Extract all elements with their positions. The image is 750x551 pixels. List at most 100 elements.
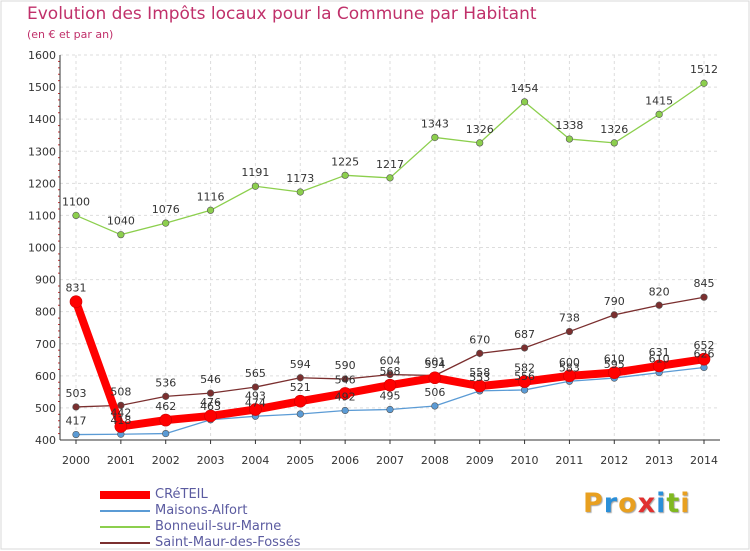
data-label: 476 [200, 396, 221, 409]
y-tick-label: 1200 [28, 177, 56, 190]
data-label: 1326 [600, 123, 628, 136]
data-label: 1512 [690, 63, 718, 76]
y-tick-label: 1400 [28, 113, 56, 126]
data-label: 1225 [331, 155, 359, 168]
data-label: 503 [66, 387, 87, 400]
chart-title: Evolution des Impôts locaux pour la Comm… [27, 4, 537, 24]
chart-subtitle: (en € et par an) [27, 28, 114, 41]
data-label: 631 [649, 346, 670, 359]
data-label: 1076 [152, 203, 180, 216]
data-point [72, 403, 80, 411]
data-label: 582 [514, 362, 535, 375]
logo-letter: i [680, 488, 691, 519]
data-label: 495 [380, 390, 401, 403]
data-label: 1326 [466, 123, 494, 136]
logo-letter: P [583, 488, 604, 519]
data-label: 474 [245, 396, 266, 409]
data-label: 1338 [555, 119, 583, 132]
data-point [114, 420, 128, 433]
x-tick-label: 2007 [376, 454, 404, 467]
data-point [296, 374, 304, 382]
data-point [607, 366, 621, 379]
y-tick-label: 1500 [28, 81, 56, 94]
x-tick-label: 2011 [555, 454, 583, 467]
data-label: 601 [424, 356, 445, 369]
data-point [655, 301, 663, 309]
y-tick-label: 1600 [28, 49, 56, 62]
legend-swatch [100, 510, 150, 512]
data-label: 610 [649, 353, 670, 366]
data-point [520, 344, 529, 352]
data-label: 1100 [62, 195, 90, 208]
data-label: 506 [424, 386, 445, 399]
data-point [386, 370, 394, 379]
data-point [563, 369, 576, 383]
legend-swatch [100, 526, 150, 528]
data-point [386, 405, 394, 414]
data-label: 594 [424, 358, 445, 371]
data-point [565, 135, 574, 143]
data-point [206, 389, 215, 397]
data-point [69, 295, 83, 309]
data-label: 558 [469, 366, 490, 379]
data-point [476, 139, 484, 147]
data-label: 508 [110, 385, 131, 398]
series-lines [69, 79, 711, 439]
x-tick-label: 2003 [197, 454, 225, 467]
data-point [341, 406, 349, 415]
data-point [428, 371, 442, 385]
data-label: 845 [694, 277, 715, 290]
data-point [610, 311, 618, 319]
x-tick-label: 2009 [466, 454, 494, 467]
data-point [518, 375, 531, 388]
data-point [565, 327, 574, 336]
data-point [697, 352, 711, 366]
data-label: 462 [155, 400, 176, 413]
data-label: 417 [66, 415, 87, 428]
legend-swatch [100, 542, 150, 544]
data-label: 1040 [107, 215, 135, 228]
data-point [296, 410, 304, 418]
logo-letter: o [618, 488, 638, 519]
data-point [117, 231, 125, 239]
y-tick-label: 900 [35, 274, 56, 287]
y-tick-label: 800 [35, 306, 56, 319]
data-label: 556 [514, 370, 535, 383]
data-point [700, 79, 708, 87]
data-label: 1173 [286, 172, 314, 185]
data-label: 820 [649, 285, 670, 298]
x-tick-label: 2005 [286, 454, 314, 467]
data-label: 687 [514, 328, 535, 341]
data-label: 1217 [376, 158, 404, 171]
legend-label: Maisons-Alfort [155, 503, 248, 518]
data-point [341, 375, 349, 383]
data-label: 1454 [511, 82, 539, 95]
data-point [72, 430, 80, 439]
data-label: 626 [694, 347, 715, 360]
data-point [383, 378, 397, 392]
data-label: 583 [559, 361, 580, 374]
data-point [117, 401, 125, 409]
data-point [293, 394, 307, 408]
data-point [162, 219, 170, 227]
x-tick-label: 2006 [331, 454, 359, 467]
data-point [251, 383, 260, 391]
data-point [72, 211, 80, 220]
data-point [341, 171, 349, 179]
data-point [655, 110, 663, 118]
data-label: 600 [559, 356, 580, 369]
data-label: 1415 [645, 94, 673, 107]
y-tick-label: 1100 [28, 209, 56, 222]
y-tick-label: 400 [35, 434, 56, 447]
legend-label: Saint-Maur-des-Fossés [155, 535, 301, 550]
data-label: 553 [469, 371, 490, 384]
data-label: 590 [335, 359, 356, 372]
x-tick-label: 2004 [241, 454, 269, 467]
data-label: 492 [335, 390, 356, 403]
x-tick-label: 2010 [511, 454, 539, 467]
data-label: 790 [604, 295, 625, 308]
legend-label: CRéTEIL [155, 487, 208, 502]
